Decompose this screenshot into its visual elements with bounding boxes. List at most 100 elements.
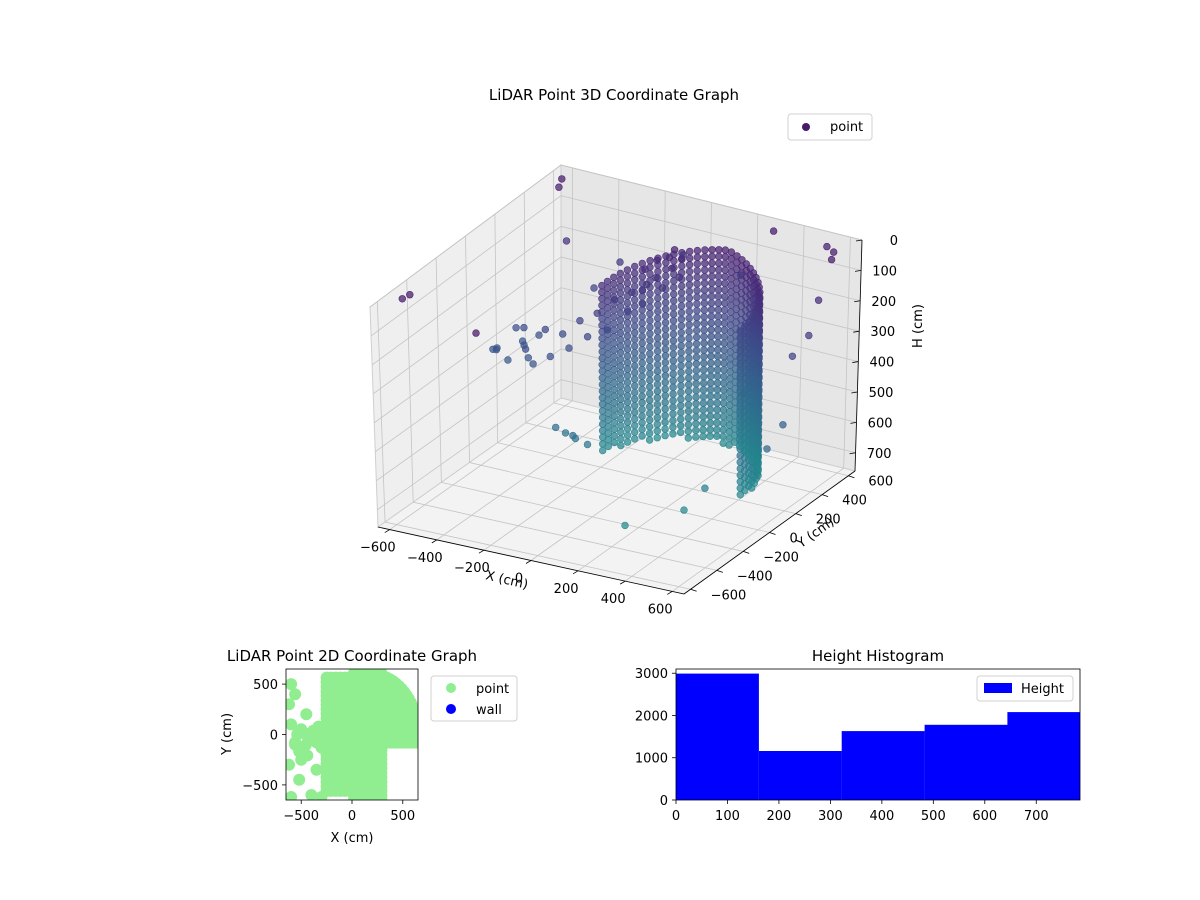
point-3d [701, 253, 709, 261]
point-3d [654, 254, 662, 262]
point-3d [623, 398, 632, 406]
plot-hist-frame [675, 668, 1081, 801]
point-3d [610, 412, 618, 420]
point-3d [721, 246, 730, 254]
point-3d [616, 349, 625, 357]
point-3d [677, 342, 685, 350]
point-3d [706, 385, 715, 394]
point-3d [623, 372, 632, 380]
point-3d [669, 323, 678, 332]
point-3d [685, 254, 694, 262]
point-3d [630, 296, 639, 304]
x-tick [478, 549, 485, 554]
point-3d [646, 263, 654, 271]
point-3d [699, 406, 707, 414]
point-3d [692, 426, 700, 435]
grid-line-x [671, 237, 851, 592]
point-3d [604, 356, 612, 365]
point-3d [693, 313, 701, 321]
point-3d [707, 332, 715, 341]
x-tick-label: 400 [601, 592, 626, 607]
point-3d [551, 423, 560, 432]
point-3d [645, 429, 654, 438]
point-3d [623, 392, 632, 400]
point-3d [638, 346, 646, 354]
point-3d [669, 283, 678, 292]
point-3d [677, 302, 686, 310]
point-3d [583, 440, 592, 449]
point-3d [623, 438, 632, 446]
point-3d [535, 331, 543, 339]
point-3d [529, 360, 537, 368]
point-3d [677, 368, 685, 377]
point-3d [677, 315, 686, 323]
point-3d [616, 322, 625, 331]
point-3d [610, 379, 618, 387]
point-3d [653, 434, 661, 442]
x-tick-label: −400 [407, 551, 443, 566]
point-3d [645, 396, 654, 404]
point-3d [669, 410, 677, 418]
point-3d [610, 319, 618, 328]
ticks-histogram: 0 100 200 300 400 500 600 700 0 1000 2000 3000 [635, 667, 1049, 824]
point-3d [669, 403, 677, 411]
point-3d [603, 317, 612, 325]
legend-2d-marker-wall [446, 704, 456, 714]
point-3d [677, 388, 685, 397]
point-3d [610, 399, 618, 407]
point-3d [700, 273, 709, 281]
point-3d [707, 352, 715, 360]
point-3d [646, 290, 654, 298]
point-3d [638, 365, 646, 374]
point-3d [623, 299, 632, 307]
point-3d [661, 312, 670, 320]
point-3d [571, 434, 580, 443]
point-3d [669, 357, 677, 365]
point-3d [713, 425, 721, 434]
z-tick-label: 200 [871, 295, 896, 310]
points-2d [286, 669, 418, 800]
point-3d [714, 292, 723, 301]
point-3d [630, 368, 639, 377]
point-3d [623, 365, 632, 373]
point-3d [714, 266, 723, 274]
x-tick-label-hist: 100 [715, 809, 740, 824]
point-2d [375, 669, 388, 679]
point-3d [654, 281, 662, 289]
point-3d [653, 414, 662, 422]
point-3d [661, 372, 670, 380]
grid-line-y [406, 279, 717, 571]
point-3d [707, 372, 715, 380]
point-3d [684, 434, 692, 442]
point-3d [677, 335, 685, 343]
point-2d [413, 736, 418, 749]
point-3d [685, 247, 694, 256]
point-3d [754, 471, 762, 480]
point-3d [616, 283, 625, 291]
point-3d [721, 293, 729, 301]
point-3d [653, 347, 662, 355]
z-tick [854, 300, 861, 303]
point-3d [616, 335, 625, 344]
point-3d [706, 392, 715, 400]
point-3d [646, 270, 654, 278]
point-3d [661, 365, 670, 373]
point-3d [654, 307, 662, 316]
point-3d [623, 358, 632, 367]
point-3d [638, 326, 646, 334]
point-3d [737, 271, 745, 279]
point-3d [669, 430, 677, 438]
point-3d [623, 279, 632, 287]
point-3d [604, 323, 612, 332]
y-axis-label-2d: Y (cm) [220, 713, 235, 756]
point-3d [713, 352, 722, 360]
point-3d [638, 432, 646, 440]
point-3d [610, 300, 618, 308]
point-3d [616, 395, 625, 403]
point-3d [661, 418, 669, 426]
point-3d [708, 272, 716, 281]
legend-2d-marker-point [446, 683, 456, 693]
point-3d [692, 386, 700, 395]
point-3d [684, 420, 693, 429]
z-tick-label: 400 [869, 356, 894, 371]
